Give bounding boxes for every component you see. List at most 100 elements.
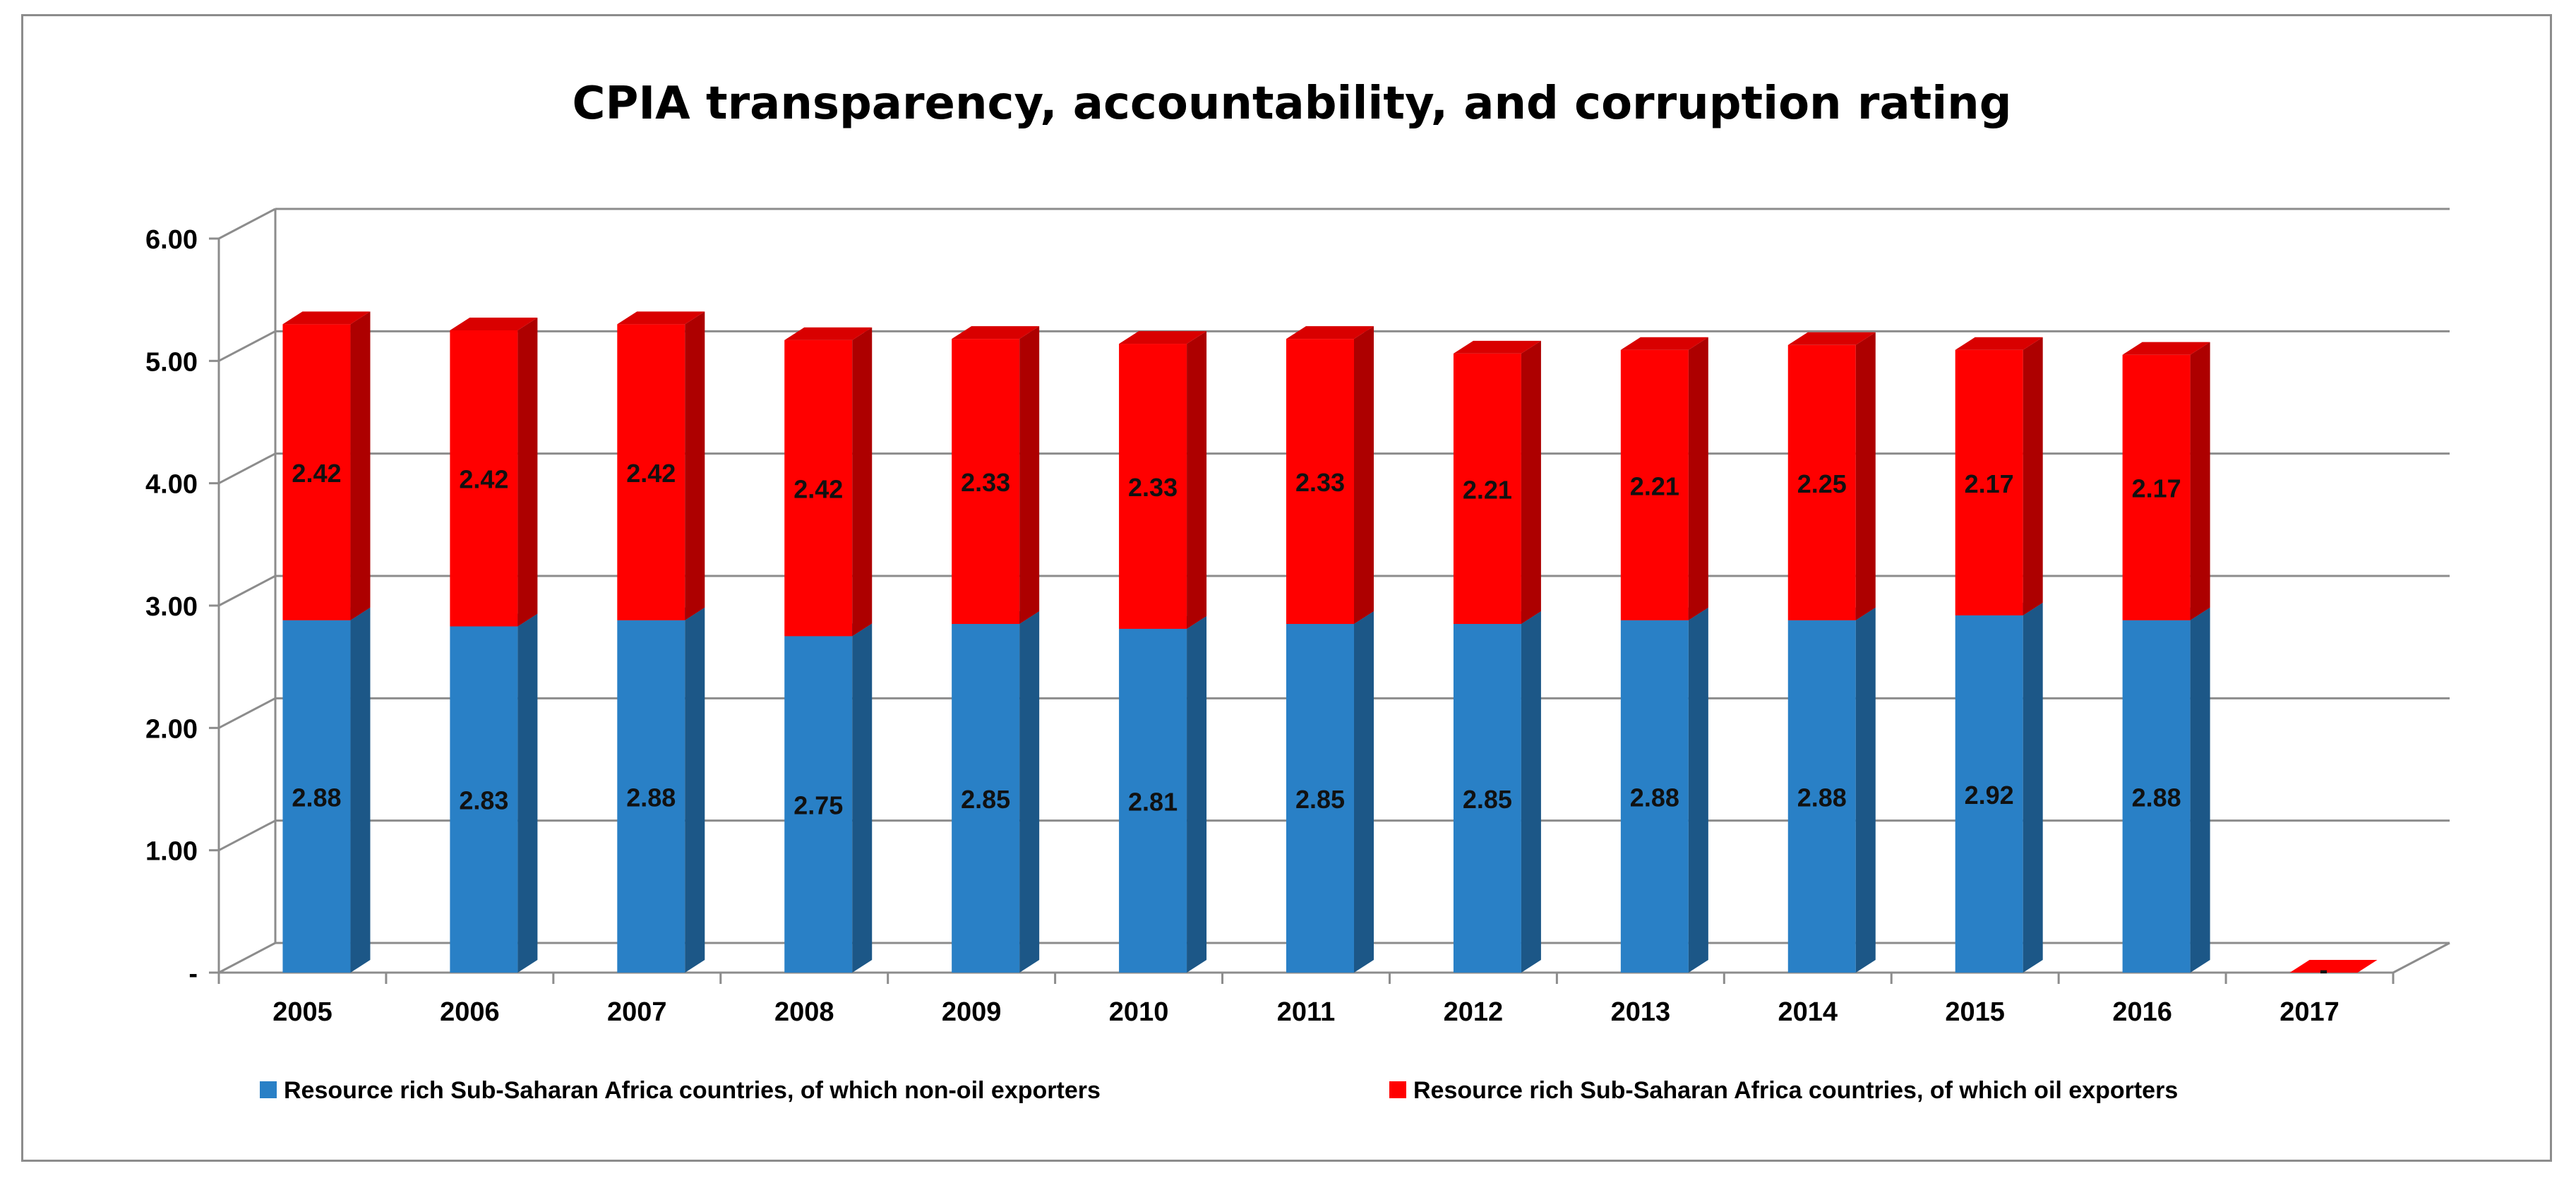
bar-segment-side: [685, 311, 705, 620]
y-tick-label: 5.00: [145, 347, 198, 377]
bar-segment-side: [350, 311, 371, 620]
gridline-depth: [218, 208, 276, 240]
bar-segment-side: [1688, 607, 1708, 973]
bar-segment-top: [784, 327, 873, 340]
data-label: -: [2320, 955, 2328, 984]
bar-segment: [784, 636, 853, 973]
bar-segment-side: [1019, 326, 1040, 624]
x-tick-label: 2016: [2112, 997, 2172, 1027]
data-label: 2.92: [1965, 781, 2014, 810]
bar-segment-side: [2023, 602, 2043, 973]
legend-label: Resource rich Sub-Saharan Africa countri…: [1413, 1077, 2178, 1104]
x-tick-label: 2012: [1444, 997, 1504, 1027]
bar-segment-top: [450, 318, 538, 330]
bar-segment: [282, 324, 351, 620]
data-label: 2.88: [1797, 783, 1847, 812]
bar-segment: [1620, 349, 1689, 620]
data-label: 2.42: [626, 459, 676, 488]
data-label: 2.17: [1965, 469, 2014, 498]
bar-segment: [282, 620, 351, 973]
bar-segment: [952, 339, 1020, 624]
bar-segment: [2122, 620, 2191, 973]
gridline-depth: [218, 819, 276, 851]
bar-segment-side: [1019, 611, 1040, 973]
x-tick-label: 2005: [272, 997, 333, 1027]
bar-segment-top: [1955, 337, 2043, 350]
data-label: 2.85: [1295, 785, 1345, 814]
bar-segment: [1955, 349, 2023, 615]
x-tick-label: 2006: [440, 997, 500, 1027]
bar-segment: [617, 324, 685, 620]
gridline-depth: [218, 452, 276, 484]
data-label: 2.81: [1128, 787, 1178, 816]
bar-segment: [2122, 354, 2191, 620]
data-label: 2.33: [961, 468, 1010, 497]
bar-segment-top: [282, 311, 371, 325]
y-tick-label: 3.00: [145, 592, 198, 622]
x-tick-label: 2007: [607, 997, 667, 1027]
gridline-depth: [218, 330, 276, 362]
bar-segment-side: [852, 327, 873, 637]
data-label: 2.17: [2132, 474, 2181, 503]
x-tick-label: 2009: [942, 997, 1002, 1027]
bar-segment-side: [2023, 337, 2043, 615]
data-label: 2.88: [2132, 783, 2181, 812]
x-tick-label: 2010: [1109, 997, 1169, 1027]
bar-segment-top: [952, 326, 1040, 339]
bar-segment-side: [685, 607, 705, 973]
data-label: 2.33: [1128, 473, 1178, 502]
bar-segment: [1955, 615, 2023, 973]
bar-segment-side: [1187, 615, 1207, 973]
bar-segment: [450, 330, 518, 627]
chart-title: CPIA transparency, accountability, and c…: [572, 78, 2011, 130]
bar-segment-side: [1354, 611, 1374, 973]
bar-segment-side: [1521, 611, 1541, 973]
bar-segment: [952, 624, 1020, 973]
data-label: 2.25: [1797, 469, 1847, 498]
data-label: 2.42: [459, 465, 508, 494]
bar-segment-side: [1354, 326, 1374, 624]
bar-segment-side: [1688, 337, 1708, 620]
legend-label: Resource rich Sub-Saharan Africa countri…: [284, 1077, 1101, 1104]
y-tick-label: 1.00: [145, 837, 198, 867]
data-label: 2.88: [626, 783, 676, 812]
data-label: 2.83: [459, 786, 508, 815]
bar-zero-cap: [2289, 960, 2378, 973]
data-label: 2.85: [1463, 785, 1512, 814]
y-tick-label: 4.00: [145, 470, 198, 500]
legend-swatch: [260, 1081, 277, 1098]
x-tick-label: 2015: [1945, 997, 2005, 1027]
bar-segment: [1286, 624, 1354, 973]
data-label: 2.85: [961, 785, 1010, 814]
bar-segment-side: [1855, 332, 1876, 620]
bar-segment-side: [852, 623, 873, 973]
x-tick-label: 2013: [1611, 997, 1671, 1027]
data-label: 2.42: [292, 459, 341, 488]
bar-segment-side: [350, 607, 371, 973]
bar-segment-top: [617, 311, 705, 325]
bar-segment-side: [1855, 607, 1876, 973]
bar-segment-top: [1787, 332, 1876, 345]
bar-segment-top: [1119, 331, 1207, 344]
y-tick-label: -: [188, 959, 198, 989]
data-label: 2.21: [1630, 471, 1679, 500]
y-tick-label: 6.00: [145, 225, 198, 255]
bar-segment: [1119, 628, 1187, 973]
data-label: 2.75: [793, 791, 843, 820]
bar-segment-side: [1521, 340, 1541, 624]
bar-segment-side: [1187, 331, 1207, 629]
bar-segment: [1787, 620, 1856, 973]
gridline-depth: [218, 942, 276, 974]
data-label: 2.42: [793, 475, 843, 504]
data-label: 2.21: [1463, 475, 1512, 504]
legend: Resource rich Sub-Saharan Africa countri…: [260, 1077, 2178, 1104]
x-tick-label: 2008: [774, 997, 834, 1027]
gridline-depth: [218, 697, 276, 729]
bar-segment: [450, 626, 518, 973]
gridline-depth: [218, 575, 276, 607]
x-tick-label: 2014: [1778, 997, 1838, 1027]
bar-segment-top: [1620, 337, 1708, 350]
bar-segment: [1453, 353, 1521, 624]
bar-segment-side: [517, 318, 538, 627]
